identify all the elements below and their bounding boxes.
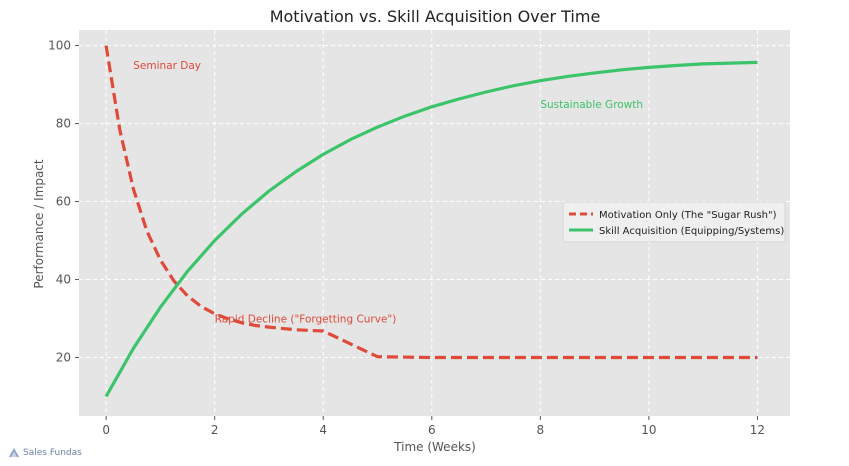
legend-box [562,201,786,243]
x-tick-label: 12 [750,423,765,437]
x-tick-label: 10 [641,423,656,437]
x-tick-label: 8 [537,423,545,437]
y-axis-label: Performance / Impact [32,159,46,289]
x-tick-label: 0 [102,423,110,437]
series-group [104,45,758,398]
y-tick-label: 20 [56,351,71,365]
grid [79,30,790,416]
y-tick-label: 100 [48,39,71,53]
legend-label: Skill Acquisition (Equipping/Systems) [599,226,784,237]
ticks: 0 2 4 6 8 10 12 20 40 60 80 100 [48,39,765,437]
annotation-3: Rapid Decline ("Forgetting Curve") [215,314,397,326]
chart-title: Motivation vs. Skill Acquisition Over Ti… [270,7,601,26]
sales-fundas-logo: Sales Fundas [8,447,82,459]
annotations: Seminar Day Sustainable Growth Rapid Decli… [133,60,643,325]
y-tick-label: 80 [56,117,71,131]
y-tick-label: 40 [56,273,71,287]
series-line-skill [104,60,758,398]
logo-icon [9,448,19,457]
annotation-2: Sustainable Growth [540,99,643,111]
legend-label: Motivation Only (The "Sugar Rush") [599,210,777,221]
watermark-text: Sales Fundas [23,448,82,458]
legend: Motivation Only (The "Sugar Rush") Skill … [562,201,786,243]
x-tick-label: 6 [428,423,436,437]
series-line-motivation [104,45,758,360]
annotation-1: Seminar Day [133,60,201,72]
x-tick-label: 4 [319,423,327,437]
x-tick-label: 2 [211,423,219,437]
x-axis-label: Time (Weeks) [393,440,476,454]
y-tick-label: 60 [56,195,71,209]
